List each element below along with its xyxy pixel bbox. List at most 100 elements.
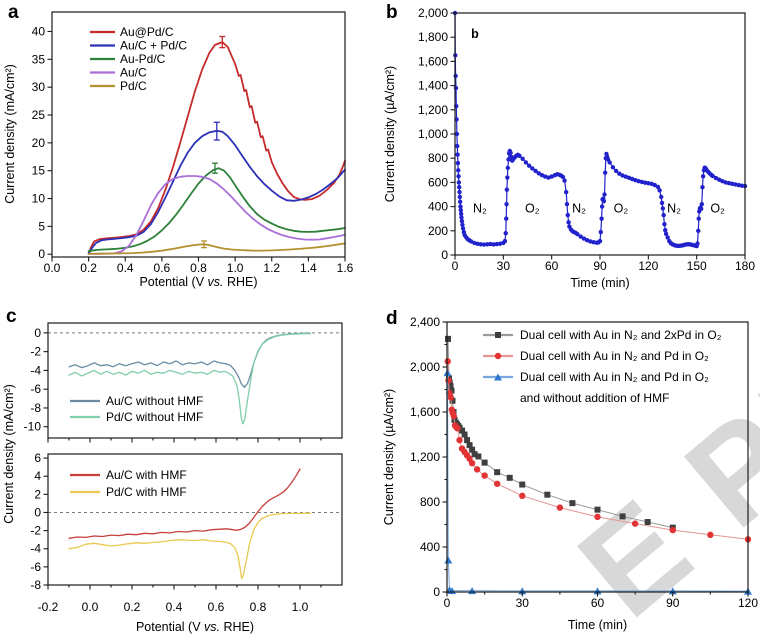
data-point: [593, 587, 602, 595]
y-tick-label: -8: [30, 578, 41, 592]
data-point: [575, 231, 580, 237]
legend-label: Pd/C with HMF: [106, 485, 187, 499]
data-point: [493, 480, 501, 487]
series-markers-0: [452, 10, 748, 249]
y-axis-title: Current density (µA/cm²): [383, 66, 397, 202]
data-point: [459, 427, 466, 434]
data-point: [591, 239, 596, 245]
data-point: [519, 481, 526, 488]
data-point: [456, 180, 462, 185]
y-tick-label: 400: [428, 200, 448, 214]
y-tick-label: 0: [38, 247, 45, 261]
data-point: [560, 174, 566, 180]
data-point: [700, 174, 706, 179]
data-point: [597, 238, 603, 244]
data-point: [661, 212, 666, 218]
data-point: [523, 160, 529, 165]
data-point: [713, 175, 719, 181]
y-tick-label: -10: [24, 420, 42, 434]
data-point: [494, 469, 501, 476]
data-point: [602, 192, 607, 197]
y-tick-label: 1,600: [418, 54, 448, 68]
chart-c_top: 0 -2 -4 -6 -8 -10 Au/C without HMF Pd/C without…: [24, 322, 343, 443]
data-point: [619, 513, 626, 520]
axis-ticks: [450, 12, 746, 260]
data-point: [447, 383, 454, 390]
x-tick-label: 0.0: [44, 261, 61, 275]
axis-ticks: [43, 457, 322, 590]
data-point: [502, 238, 508, 244]
data-point: [468, 459, 476, 467]
data-point: [469, 446, 476, 453]
series-line-3: [87, 175, 346, 255]
panel-label-c: c: [6, 306, 17, 327]
x-tick-label: 0.4: [117, 261, 134, 275]
y-tick-label: -6: [30, 560, 41, 574]
series-line-1: [87, 129, 346, 255]
data-point: [663, 227, 668, 233]
data-point: [564, 201, 570, 207]
y-tick-label: 200: [428, 224, 448, 238]
x-tick-label: 60: [591, 596, 605, 610]
x-tick-label: 1.0: [227, 261, 244, 275]
annotation: N₂: [667, 202, 681, 216]
x-tick-label: 1.2: [263, 261, 280, 275]
data-point: [696, 228, 701, 233]
y-tick-label: 30: [32, 80, 46, 94]
data-point: [569, 500, 576, 507]
data-point: [659, 200, 665, 206]
data-point: [617, 171, 622, 176]
x-tick-label: 0.6: [154, 261, 171, 275]
error-bar: [211, 162, 218, 174]
y-tick-label: 15: [32, 164, 46, 178]
plot-frame: [51, 11, 346, 258]
x-tick-label: 0.8: [250, 600, 267, 614]
chart-d: 0 30 60 90 120 0 400 800 1,200 1,600 2,000 2,400 Tim…: [382, 315, 758, 632]
y-tick-label: 1,000: [418, 127, 448, 141]
x-tick-label: 1.4: [300, 261, 317, 275]
data-point: [699, 201, 705, 207]
panel-label-d: d: [386, 308, 398, 329]
y-tick-label: 40: [32, 24, 46, 38]
series-line-0: [454, 12, 746, 247]
data-point: [594, 506, 601, 513]
x-axis-title: Potential (V vs. RHE): [136, 620, 254, 634]
data-point: [458, 211, 464, 217]
x-tick-label: 90: [593, 259, 607, 273]
y-tick-label: 10: [32, 192, 46, 206]
legend-label: Pd/C without HMF: [106, 410, 203, 424]
annotation: N₂: [572, 202, 586, 216]
data-point: [454, 131, 460, 137]
data-point: [471, 451, 478, 458]
data-point: [631, 520, 639, 527]
y-tick-label: 0: [433, 585, 440, 599]
data-point: [488, 241, 493, 247]
x-tick-label: 120: [738, 596, 758, 610]
y-tick-label: 20: [32, 136, 46, 150]
x-tick-label: 0.8: [190, 261, 207, 275]
data-point: [450, 412, 457, 420]
data-point: [458, 204, 463, 209]
y-tick-label: 1,200: [418, 103, 448, 117]
data-point: [652, 182, 657, 188]
data-point: [607, 160, 612, 165]
y-tick-label: 1,400: [418, 79, 448, 93]
data-point: [460, 226, 466, 231]
data-point: [544, 491, 551, 498]
data-point: [739, 183, 744, 188]
data-point: [581, 236, 587, 241]
data-point: [449, 397, 456, 404]
x-tick-label: 1.6: [337, 261, 354, 275]
y-axis-title: Current density (mA/cm²): [3, 64, 17, 204]
data-point: [696, 216, 701, 221]
data-point: [530, 166, 535, 171]
x-axis-title: Time (min): [570, 276, 629, 290]
annotation: N₂: [473, 202, 487, 216]
data-point: [598, 229, 604, 235]
x-tick-label: 0: [444, 596, 451, 610]
y-tick-label: 0: [34, 326, 41, 340]
data-point: [518, 587, 527, 595]
data-point: [563, 189, 569, 195]
data-point: [457, 199, 463, 204]
